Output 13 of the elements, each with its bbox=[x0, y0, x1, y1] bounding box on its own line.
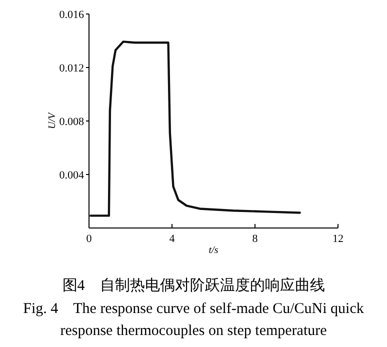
x-tick-label: 4 bbox=[169, 233, 176, 245]
x-axis-title: t/s bbox=[208, 245, 218, 256]
line-series bbox=[90, 40, 301, 217]
text: Fig. 4 The response curve of self-made Cu/CuNi quick response thermocouples on step temperature bbox=[23, 301, 364, 339]
y-tick-label: 0.004 bbox=[59, 170, 84, 182]
y-tick-label: 0.016 bbox=[59, 9, 84, 21]
text: 图4 自制热电偶对阶跃温度的响应曲线 bbox=[62, 277, 325, 294]
y-tick-label: 0.008 bbox=[59, 116, 84, 128]
x-tick-label: 0 bbox=[86, 233, 92, 245]
y-tick-label: 0.012 bbox=[59, 62, 84, 74]
x-tick-label: 8 bbox=[252, 233, 258, 245]
y-axis-title: U/V bbox=[47, 111, 58, 130]
x-tick-label: 12 bbox=[332, 233, 344, 245]
